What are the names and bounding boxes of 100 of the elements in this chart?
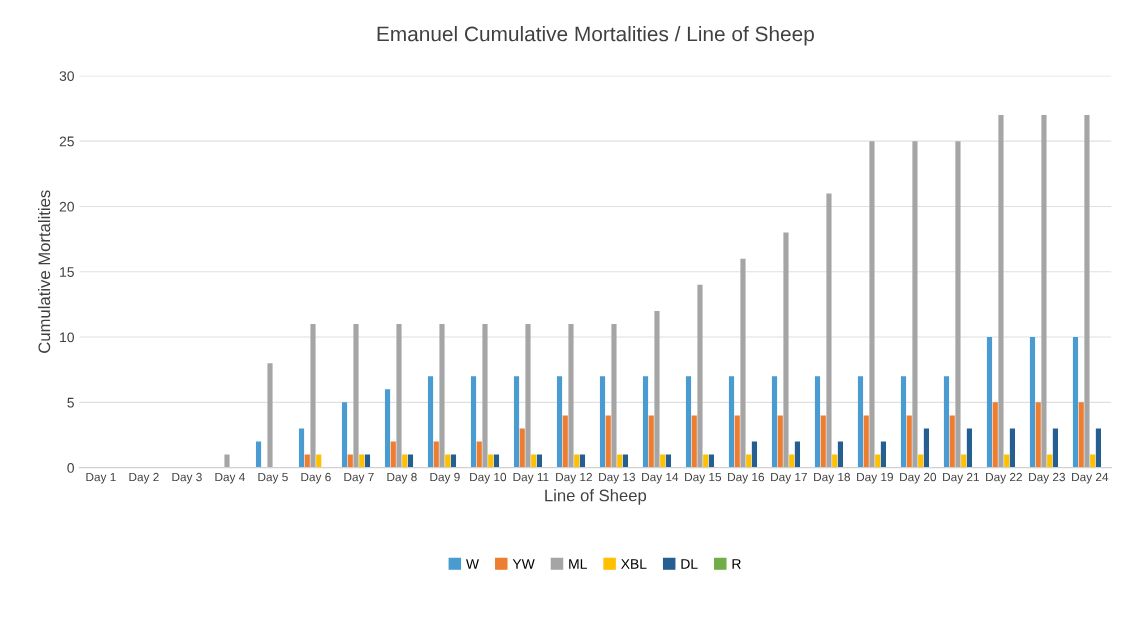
bar (536, 454, 543, 468)
bar (660, 454, 666, 468)
y-tick-label: 10 (60, 332, 74, 343)
bar (493, 454, 500, 468)
x-tick-label: Day 2 (129, 472, 159, 484)
x-tick-label: Day 9 (430, 472, 460, 484)
chart-title: Emanuel Cumulative Mortalities / Line of Sheep (377, 26, 814, 46)
y-axis-title: Cumulative Mortalities (37, 190, 51, 353)
bar (347, 454, 353, 468)
bar (986, 337, 993, 468)
y-tick-label: 25 (59, 136, 74, 147)
bar (751, 441, 758, 468)
bar (820, 415, 826, 468)
bar (654, 310, 660, 468)
x-tick-label: Day 3 (172, 472, 202, 484)
bar (316, 454, 322, 468)
bar (746, 454, 752, 468)
bar (826, 193, 832, 468)
bar (900, 376, 907, 468)
bar (1072, 337, 1079, 468)
bar (949, 415, 955, 468)
bar (691, 415, 697, 468)
bar (777, 415, 783, 468)
bar (837, 441, 844, 468)
legend-label: YW (512, 559, 535, 569)
bar (943, 376, 950, 468)
bar (869, 141, 875, 468)
bar (912, 141, 918, 468)
bar (955, 141, 961, 468)
bar (364, 454, 371, 468)
bar (998, 115, 1004, 468)
x-tick-label: Day 5 (258, 472, 288, 484)
bar (482, 324, 488, 468)
bar (906, 415, 912, 468)
x-tick-label: Day 17 (771, 472, 807, 484)
bar (880, 441, 887, 468)
bar (599, 376, 606, 468)
bar (1052, 428, 1058, 468)
bar (1084, 115, 1090, 468)
bar (961, 454, 967, 468)
bar (310, 324, 316, 468)
bar (450, 454, 457, 468)
x-tick-label: Day 20 (900, 472, 937, 484)
bar (875, 454, 881, 468)
bar (353, 324, 359, 468)
bar (488, 454, 494, 468)
y-tick-label: 5 (67, 397, 74, 408)
bar (341, 402, 348, 468)
y-tick-label: 0 (67, 463, 74, 473)
bar (685, 376, 692, 468)
bar (611, 324, 617, 468)
x-axis-title: Line of Sheep (545, 489, 647, 505)
x-tick-label: Day 16 (728, 472, 765, 484)
bar (556, 376, 563, 468)
bar (832, 454, 838, 468)
bar (783, 232, 789, 468)
x-tick-label: Day 21 (943, 472, 979, 484)
bar (427, 376, 434, 468)
x-tick-label: Day 11 (513, 472, 549, 484)
x-tick-label: Day 4 (215, 472, 245, 484)
bar (568, 324, 574, 468)
bar (918, 454, 924, 468)
bar (562, 415, 568, 468)
bar (224, 454, 230, 468)
bar (390, 441, 396, 468)
bar (439, 324, 445, 468)
x-tick-label: Day 12 (556, 472, 592, 484)
legend-label: W (466, 559, 480, 569)
bar (255, 441, 262, 468)
x-tick-label: Day 1 (86, 472, 116, 484)
bar (697, 284, 703, 468)
bar (992, 402, 998, 468)
bar (771, 376, 778, 468)
x-tick-label: Day 7 (344, 472, 374, 484)
bar (267, 363, 273, 468)
bar (1009, 428, 1016, 468)
x-tick-label: Day 24 (1072, 472, 1109, 484)
x-tick-label: Day 10 (470, 472, 507, 484)
bar (857, 376, 864, 468)
bar (708, 454, 715, 468)
bar (445, 454, 451, 468)
bar (789, 454, 795, 468)
y-tick-label: 15 (60, 267, 74, 277)
bar (1095, 428, 1101, 468)
bar (642, 376, 649, 468)
bar (734, 415, 740, 468)
x-tick-label: Day 19 (857, 472, 893, 484)
bar (1004, 454, 1010, 468)
bar (794, 441, 801, 468)
bar (304, 454, 310, 468)
bar (1035, 402, 1041, 468)
bar (298, 428, 305, 468)
bar (525, 324, 531, 468)
bar (513, 376, 520, 468)
x-tick-label: Day 13 (599, 472, 636, 484)
bar (814, 376, 821, 468)
bar (966, 428, 973, 468)
legend-label: DL (681, 559, 698, 569)
legend-label: ML (569, 559, 587, 569)
bar (648, 415, 654, 468)
